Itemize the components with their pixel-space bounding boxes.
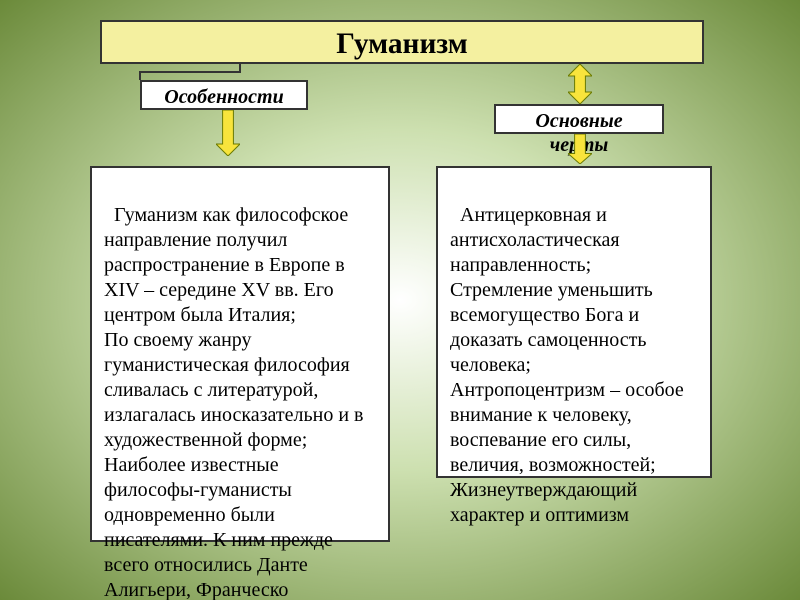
right-label-text: Основные черты xyxy=(535,110,622,156)
right-content-box: Антицерковная и антисхоластическая напра… xyxy=(436,166,712,478)
title-box: Гуманизм xyxy=(100,20,704,64)
arrow-left-down xyxy=(216,110,240,156)
left-content-text: Гуманизм как философское направление пол… xyxy=(104,204,368,600)
left-label-box: Особенности xyxy=(140,80,308,110)
left-label-text: Особенности xyxy=(164,86,283,108)
right-label-box: Основные черты xyxy=(494,104,664,134)
arrow-down-icon xyxy=(216,110,240,156)
left-content-box: Гуманизм как философское направление пол… xyxy=(90,166,390,542)
arrow-right-updown xyxy=(568,64,592,104)
right-content-text: Антицерковная и антисхоластическая напра… xyxy=(450,204,689,526)
title-text: Гуманизм xyxy=(336,28,467,60)
arrow-updown-icon xyxy=(568,64,592,104)
